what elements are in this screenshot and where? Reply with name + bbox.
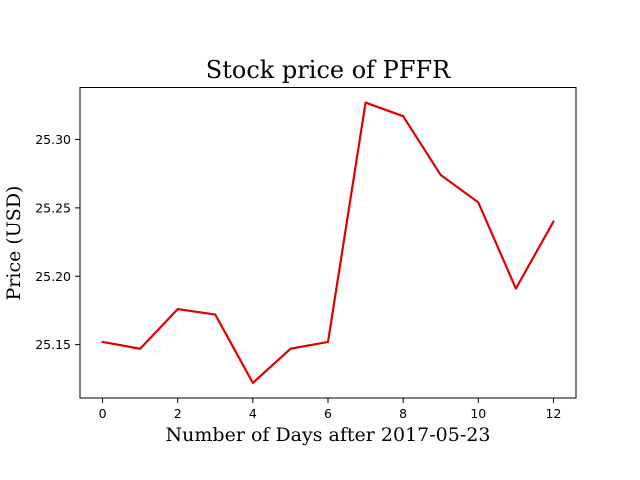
y-tick-label: 25.30 xyxy=(35,132,71,147)
x-tick-label: 12 xyxy=(546,406,562,421)
y-tick-label: 25.20 xyxy=(35,269,71,284)
y-axis-label: Price (USD) xyxy=(3,186,25,301)
y-tick-label: 25.25 xyxy=(35,200,71,215)
chart-title: Stock price of PFFR xyxy=(206,56,451,84)
x-tick-label: 10 xyxy=(470,406,486,421)
y-tick-label: 25.15 xyxy=(35,337,71,352)
x-tick-label: 6 xyxy=(324,406,332,421)
x-axis-label: Number of Days after 2017-05-23 xyxy=(166,424,491,446)
plot-frame xyxy=(79,87,577,399)
plot-layer xyxy=(101,101,555,385)
tick-layer: 0 2 4 6 8 10 12 25.15 25.20 25.25 25.30 xyxy=(35,132,561,421)
x-tick-label: 8 xyxy=(399,406,407,421)
x-tick-label: 2 xyxy=(174,406,182,421)
series-line-0 xyxy=(101,101,555,385)
x-tick-label: 0 xyxy=(99,406,107,421)
x-tick-label: 4 xyxy=(249,406,257,421)
